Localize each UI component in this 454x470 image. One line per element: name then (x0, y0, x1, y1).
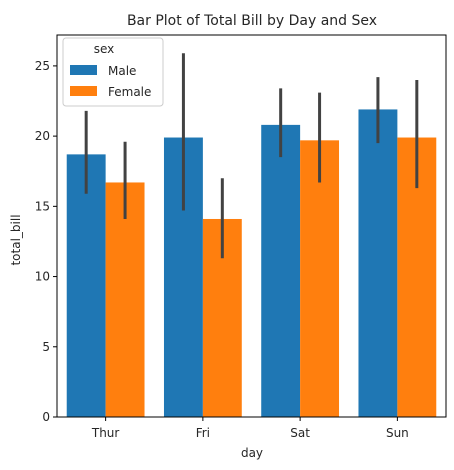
bar-male-thur (66, 154, 106, 417)
x-tick-label: Thur (91, 426, 120, 440)
y-axis-label: total_bill (9, 214, 23, 265)
x-tick-label: Sun (386, 426, 409, 440)
plot-area: 0 5 10 15 20 25 Thur Fri Sat Sun (35, 34, 447, 440)
chart-title: Bar Plot of Total Bill by Day and Sex (127, 13, 377, 29)
legend-swatch-male (70, 65, 97, 75)
y-tick-label: 25 (35, 59, 50, 73)
y-tick-label: 5 (42, 340, 50, 354)
x-axis-label: day (241, 446, 263, 460)
y-tick-label: 10 (35, 270, 50, 284)
legend: sex Male Female (62, 37, 164, 107)
x-tick-label: Sat (290, 426, 310, 440)
x-tick-label: Fri (196, 426, 210, 440)
legend-label-male: Male (108, 64, 136, 78)
legend-title: sex (94, 42, 115, 56)
legend-swatch-female (70, 86, 97, 96)
bar-female-thur (105, 182, 145, 417)
y-tick-label: 0 (42, 410, 50, 424)
y-tick-label: 15 (35, 199, 50, 213)
bar-male-sun (358, 109, 398, 417)
bar-female-sat (300, 140, 340, 418)
plot-frame (56, 34, 447, 418)
legend-label-female: Female (108, 85, 151, 99)
bar-male-sat (261, 124, 301, 417)
y-tick-label: 20 (35, 129, 50, 143)
